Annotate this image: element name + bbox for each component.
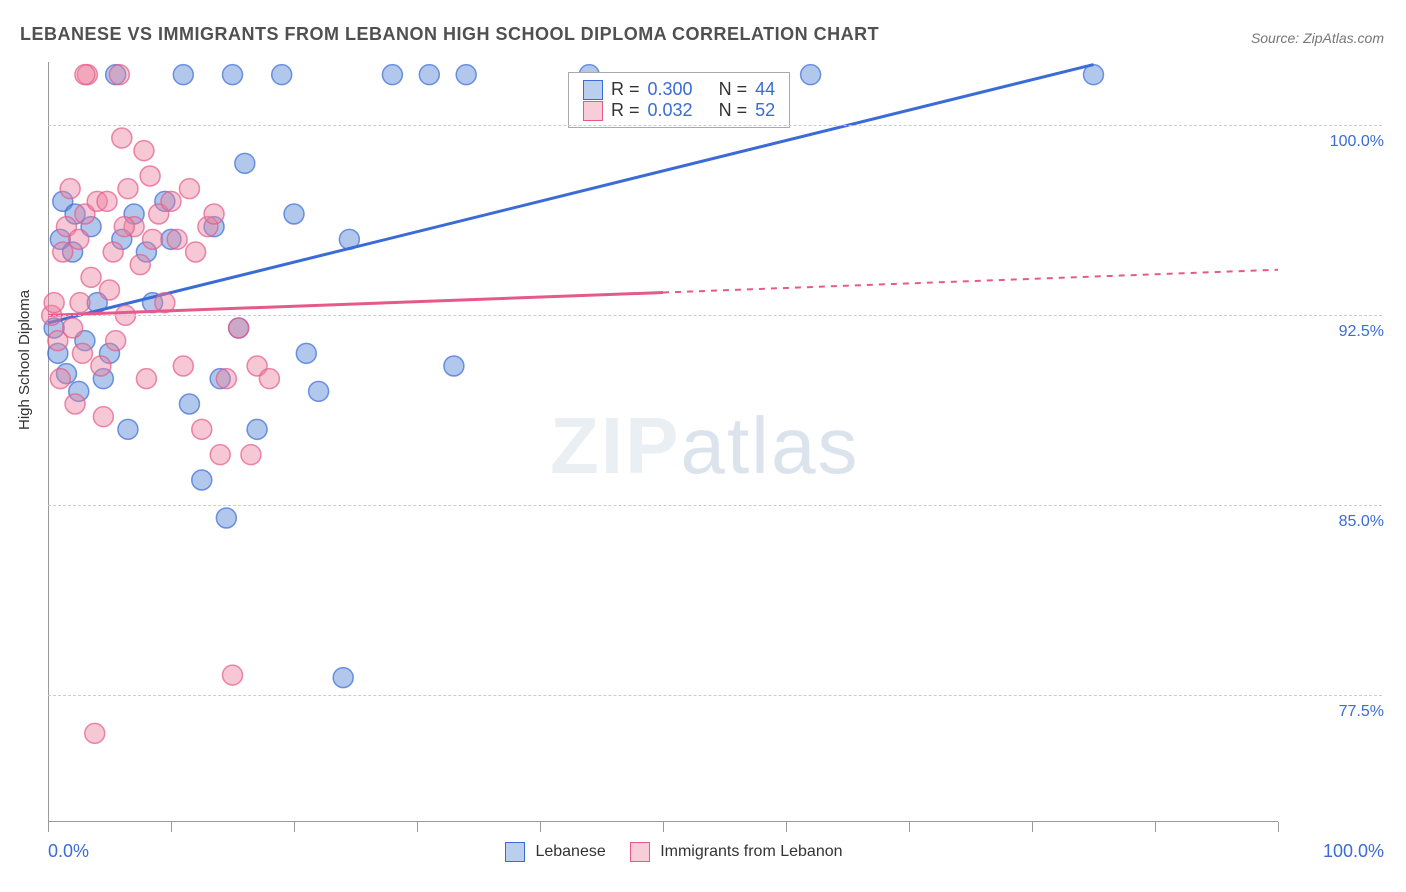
legend-swatch-blue: [583, 80, 603, 100]
n-label: N =: [719, 79, 748, 100]
n-value-pink: 52: [755, 100, 775, 121]
x-tick: [540, 822, 541, 832]
x-tick: [417, 822, 418, 832]
source-label: Source:: [1251, 30, 1299, 46]
y-tick-label: 85.0%: [1339, 513, 1384, 531]
correlation-legend: R = 0.300 N = 44 R = 0.032 N = 52: [568, 72, 790, 128]
chart-title: LEBANESE VS IMMIGRANTS FROM LEBANON HIGH…: [20, 24, 879, 45]
r-value-pink: 0.032: [648, 100, 693, 121]
scatter-chart-svg: [48, 62, 1278, 822]
r-value-blue: 0.300: [648, 79, 693, 100]
x-axis-max-label: 100.0%: [1323, 841, 1384, 862]
n-value-blue: 44: [755, 79, 775, 100]
x-tick: [294, 822, 295, 832]
x-tick: [1278, 822, 1279, 832]
legend-row-blue: R = 0.300 N = 44: [583, 79, 775, 100]
legend-label-immigrants: Immigrants from Lebanon: [660, 843, 842, 860]
y-tick-label: 77.5%: [1339, 703, 1384, 721]
x-tick: [1155, 822, 1156, 832]
y-tick-label: 100.0%: [1330, 133, 1384, 151]
x-tick: [48, 822, 49, 832]
r-label: R =: [611, 79, 640, 100]
legend-swatch-blue: [505, 842, 525, 862]
y-gridline: [48, 695, 1382, 696]
legend-row-pink: R = 0.032 N = 52: [583, 100, 775, 121]
source-attribution: Source: ZipAtlas.com: [1251, 30, 1384, 46]
x-tick: [663, 822, 664, 832]
y-gridline: [48, 315, 1382, 316]
series-legend: Lebanese Immigrants from Lebanon: [505, 842, 843, 862]
r-label: R =: [611, 100, 640, 121]
x-axis-min-label: 0.0%: [48, 841, 89, 862]
legend-swatch-pink: [583, 101, 603, 121]
legend-item-immigrants: Immigrants from Lebanon: [630, 842, 843, 862]
y-tick-label: 92.5%: [1339, 323, 1384, 341]
legend-swatch-pink: [630, 842, 650, 862]
x-tick: [909, 822, 910, 832]
legend-item-lebanese: Lebanese: [505, 842, 606, 862]
source-value: ZipAtlas.com: [1303, 30, 1384, 46]
y-axis-label: High School Diploma: [16, 290, 33, 430]
n-label: N =: [719, 100, 748, 121]
x-tick: [786, 822, 787, 832]
legend-label-lebanese: Lebanese: [535, 843, 605, 860]
y-gridline: [48, 125, 1382, 126]
y-gridline: [48, 505, 1382, 506]
x-tick: [1032, 822, 1033, 832]
x-tick: [171, 822, 172, 832]
